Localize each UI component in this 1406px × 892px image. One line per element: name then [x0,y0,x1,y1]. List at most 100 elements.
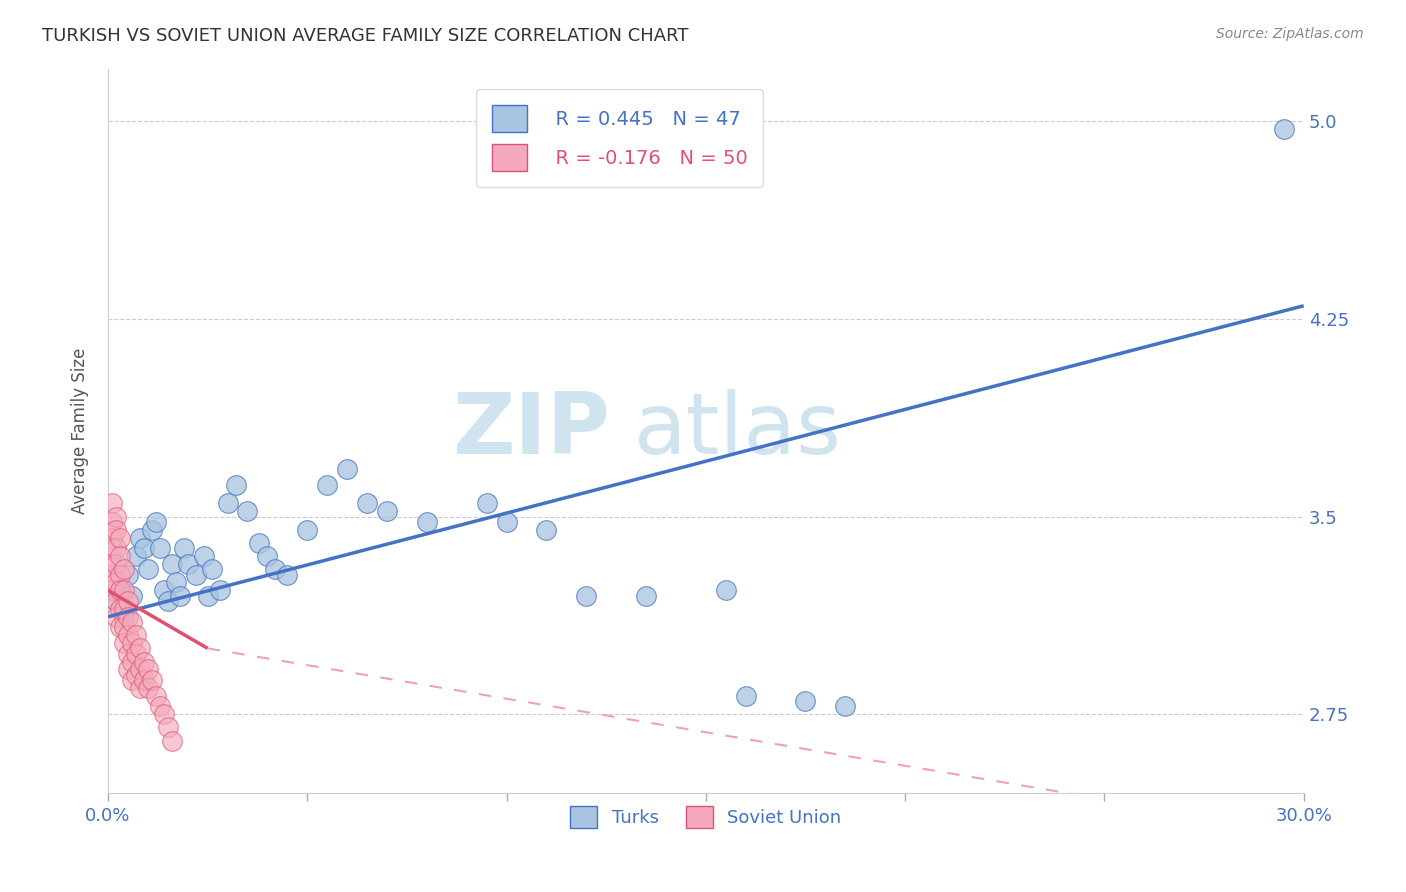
Point [108,620,131,634]
Point [416,515,439,529]
Point [108,583,131,598]
Point [104,509,127,524]
Point [117,609,139,624]
Point [104,541,127,556]
Point [108,602,131,616]
Point [101,583,124,598]
Text: ZIP: ZIP [453,390,610,473]
Point [375,504,398,518]
Point [128,681,150,695]
Point [125,549,148,563]
Point [117,594,139,608]
Point [336,462,359,476]
Point [101,567,124,582]
Point [104,523,127,537]
Point [156,721,179,735]
Point [834,699,856,714]
Point [225,478,247,492]
Legend: Turks, Soviet Union: Turks, Soviet Union [562,798,849,835]
Point [108,567,131,582]
Point [101,541,124,556]
Point [316,478,339,492]
Point [714,583,737,598]
Point [193,549,215,563]
Point [104,594,127,608]
Text: Source: ZipAtlas.com: Source: ZipAtlas.com [1216,27,1364,41]
Point [117,647,139,661]
Point [149,541,172,556]
Point [101,496,124,510]
Point [112,620,135,634]
Point [112,602,135,616]
Point [169,589,191,603]
Point [197,589,219,603]
Point [128,641,150,656]
Point [104,594,127,608]
Point [117,628,139,642]
Point [104,609,127,624]
Point [177,557,200,571]
Point [152,583,174,598]
Point [108,531,131,545]
Point [112,636,135,650]
Y-axis label: Average Family Size: Average Family Size [72,348,89,514]
Point [132,541,155,556]
Point [112,562,135,576]
Point [173,541,195,556]
Point [264,562,287,576]
Text: atlas: atlas [634,390,842,473]
Point [297,523,319,537]
Point [165,575,187,590]
Point [101,531,124,545]
Point [125,667,148,681]
Point [132,655,155,669]
Point [145,515,167,529]
Point [112,609,135,624]
Point [184,567,207,582]
Point [108,583,131,598]
Point [160,557,183,571]
Point [236,504,259,518]
Text: TURKISH VS SOVIET UNION AVERAGE FAMILY SIZE CORRELATION CHART: TURKISH VS SOVIET UNION AVERAGE FAMILY S… [42,27,689,45]
Point [276,567,298,582]
Point [734,689,756,703]
Point [101,515,124,529]
Point [1272,122,1295,136]
Point [141,673,163,687]
Point [575,589,598,603]
Point [104,575,127,590]
Point [636,589,658,603]
Point [112,583,135,598]
Point [128,531,150,545]
Point [256,549,278,563]
Point [132,673,155,687]
Point [475,496,498,510]
Point [536,523,558,537]
Point [136,562,159,576]
Point [117,567,139,582]
Point [121,655,143,669]
Point [136,663,159,677]
Point [128,663,150,677]
Point [201,562,224,576]
Point [356,496,378,510]
Point [160,733,183,747]
Point [108,549,131,563]
Point [117,663,139,677]
Point [152,707,174,722]
Point [149,699,172,714]
Point [125,628,148,642]
Point [249,536,271,550]
Point [136,681,159,695]
Point [208,583,231,598]
Point [121,673,143,687]
Point [794,694,817,708]
Point [121,636,143,650]
Point [495,515,517,529]
Point [217,496,239,510]
Point [141,523,163,537]
Point [145,689,167,703]
Point [121,589,143,603]
Point [121,615,143,629]
Point [125,647,148,661]
